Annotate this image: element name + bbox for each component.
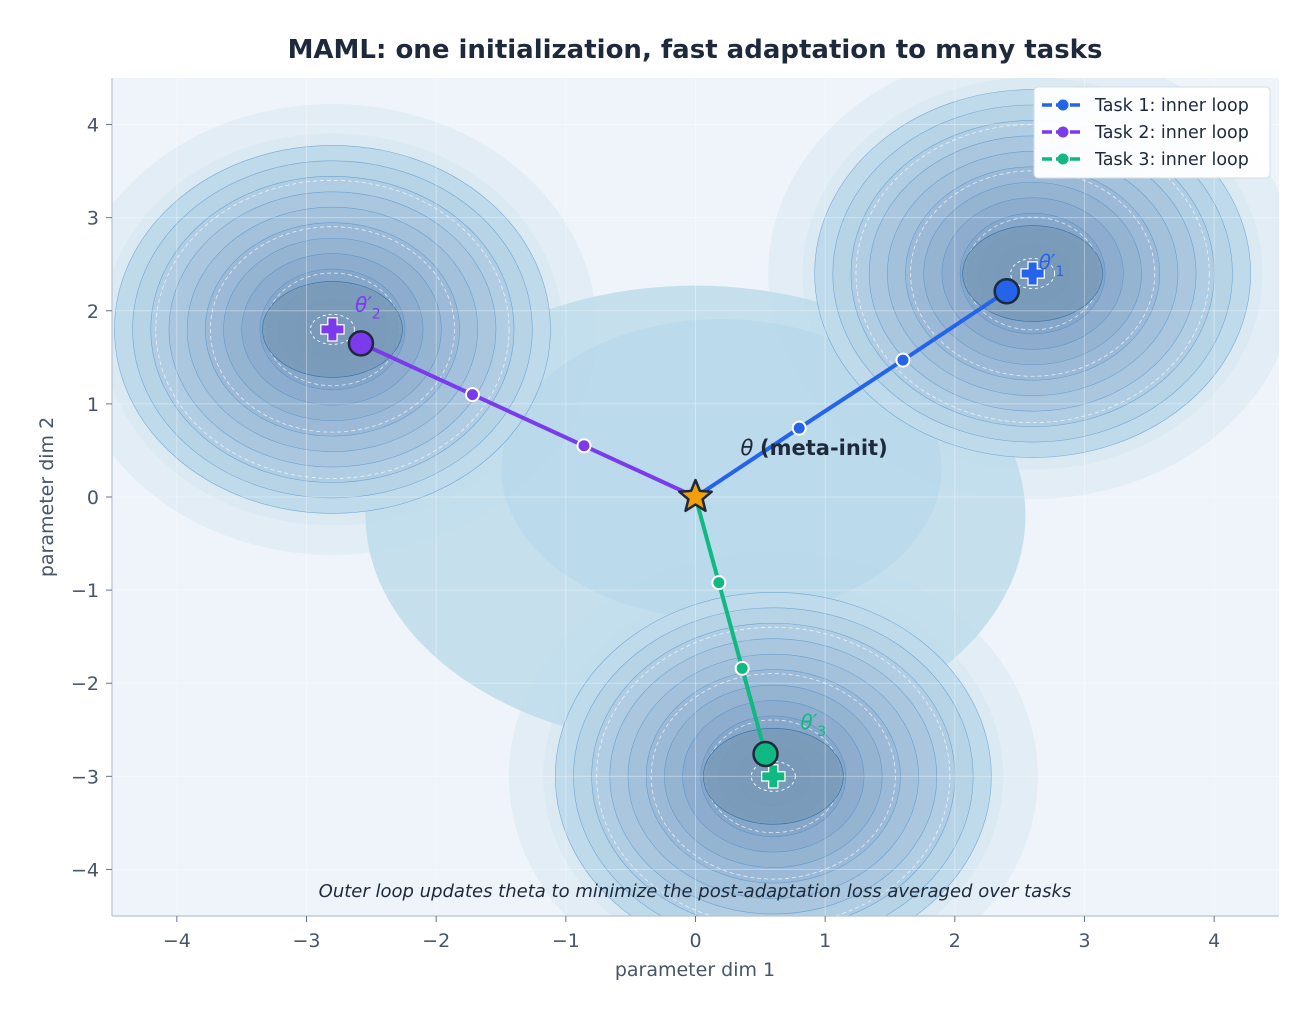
inner-loop-paths [320, 261, 1045, 789]
y-tick-label: 4 [87, 115, 99, 137]
adapted-param-point [993, 277, 1020, 305]
central-basin [501, 319, 942, 620]
inner-step-point [464, 387, 480, 403]
adapted-param-subscript: 1 [1055, 264, 1064, 280]
contour-level-line [750, 760, 796, 792]
y-tick-label: −2 [71, 673, 99, 695]
adapted-param-label: θ′3 [801, 710, 827, 740]
point-labels: θ′1θ′2θ′3θ (meta-init) [355, 250, 1064, 740]
adapted-param-symbol: θ′ [355, 292, 372, 316]
y-tick-label: 1 [87, 394, 99, 416]
legend-box [1033, 86, 1271, 179]
meta-init-text: (meta-init) [760, 436, 888, 460]
axes: −4 −3 −2 −1 0 1 2 3 4 −4 −3 −2 −1 0 1 2 3 4 [71, 78, 1279, 952]
optimum-plus [761, 764, 786, 789]
legend: Task 1: inner loop Task 2: inner loop Task… [1033, 86, 1271, 179]
x-tick-label: −3 [292, 930, 320, 952]
contour-level-line [650, 673, 896, 880]
y-axis-label: parameter dim 2 [36, 417, 58, 577]
x-tick-label: −2 [422, 930, 450, 952]
meta-init-symbol: θ [741, 436, 761, 460]
legend-label: Task 1: inner loop [1094, 96, 1249, 116]
task-optimum-marker [1020, 261, 1045, 286]
adapted-param-symbol: θ′ [1039, 250, 1056, 274]
inner-step-point [734, 660, 750, 676]
inner-loop-line-task1 [693, 289, 1009, 499]
adapted-param-label: θ′1 [1039, 250, 1065, 280]
inner-loop-line-task2 [358, 341, 698, 499]
y-tick-label: −1 [71, 580, 99, 602]
contour-level-line [1010, 258, 1056, 289]
x-tick-label: 1 [819, 930, 831, 952]
inner-step-point [711, 575, 727, 591]
contour-level-line [209, 226, 455, 433]
legend-marker [1057, 99, 1069, 111]
adapted-param-point [752, 740, 779, 768]
y-tick-label: 0 [87, 487, 99, 509]
y-tick-label: 3 [87, 208, 99, 230]
inner-step-point [576, 438, 592, 454]
x-tick-label: 0 [689, 930, 701, 952]
y-tick-label: 2 [87, 301, 99, 323]
y-tick-label: −3 [71, 766, 99, 788]
adapted-param-label: θ′2 [355, 292, 381, 322]
contour-level-line [596, 626, 951, 916]
meta-init-star [678, 478, 713, 513]
contour-level-line [910, 170, 1156, 377]
legend-marker [1057, 126, 1069, 138]
x-tick-label: 4 [1208, 930, 1220, 952]
task-optimum-marker [320, 317, 345, 342]
legend-entry: Task 1: inner loop [1042, 96, 1249, 116]
grid [112, 78, 1279, 916]
legend-marker [1057, 153, 1069, 165]
adapted-param-point [347, 330, 375, 357]
x-tick-label: 2 [949, 930, 961, 952]
legend-label: Task 3: inner loop [1094, 150, 1249, 170]
x-axis-label: parameter dim 1 [615, 959, 775, 981]
task-optimum-marker [761, 764, 786, 789]
inner-loop-line-task3 [693, 495, 768, 756]
adapted-param-subscript: 2 [372, 306, 381, 322]
x-tick-label: 3 [1078, 930, 1090, 952]
y-tick-label: −4 [71, 859, 99, 881]
meta-init-label: θ (meta-init) [741, 436, 888, 460]
contour-level-line [855, 124, 1210, 424]
contour-level-line [155, 179, 510, 479]
x-tick-label: −1 [552, 930, 580, 952]
contour-level-line [309, 313, 355, 345]
adapted-param-symbol: θ′ [801, 710, 818, 734]
legend-entry: Task 2: inner loop [1042, 123, 1249, 143]
optimum-plus [320, 317, 345, 342]
adapted-param-subscript: 3 [817, 724, 826, 740]
inner-step-point [895, 352, 911, 368]
inner-step-point [791, 420, 807, 436]
chart-title: MAML: one initialization, fast adaptatio… [288, 35, 1103, 65]
legend-label: Task 2: inner loop [1094, 123, 1249, 143]
x-tick-label: −4 [163, 930, 191, 952]
optimum-plus [1020, 261, 1045, 286]
outer-loop-annotation: Outer loop updates theta to minimize the… [319, 881, 1072, 902]
legend-entry: Task 3: inner loop [1042, 150, 1249, 170]
